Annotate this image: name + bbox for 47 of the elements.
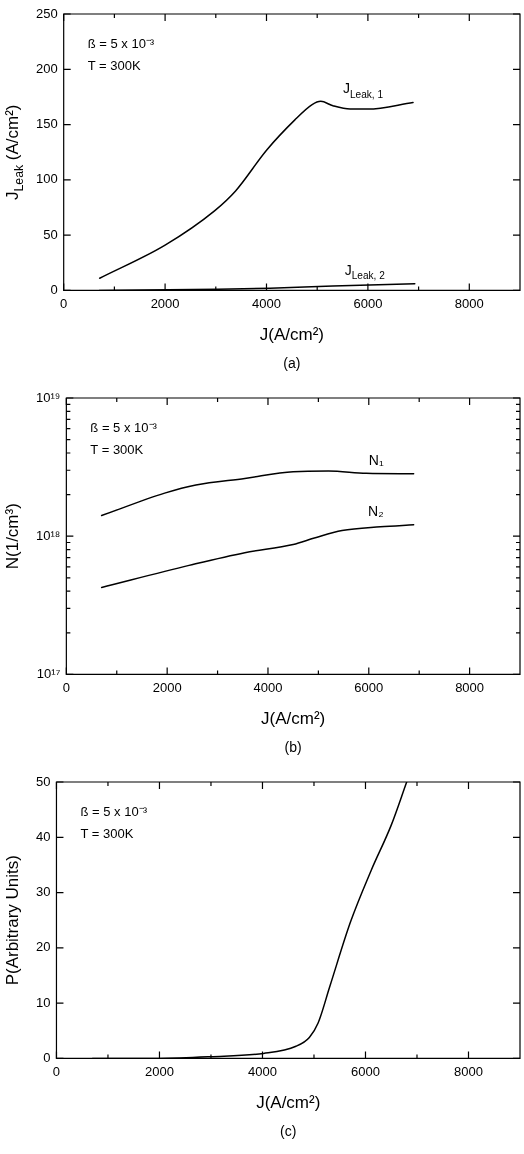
annotation: T = 300K <box>90 442 144 457</box>
y-axis-title: JLeak (A/cm²) <box>3 104 27 200</box>
y-tick-label: 0 <box>50 281 58 297</box>
x-tick-label: 8000 <box>454 295 484 311</box>
y-tick-label: 40 <box>35 828 51 844</box>
annotation: ß = 5 x 10⁻³ <box>80 804 148 819</box>
series-label: N₁ <box>368 451 384 468</box>
line-series <box>98 100 414 279</box>
x-tick-label: 6000 <box>354 679 384 695</box>
x-tick-label: 4000 <box>248 1063 277 1079</box>
y-tick-label: 100 <box>35 171 58 187</box>
y-tick-label: 250 <box>35 5 58 21</box>
x-tick-label: 4000 <box>253 679 283 695</box>
annotation: ß = 5 x 10⁻³ <box>87 36 155 51</box>
y-axis-title: P(Arbitrary Units) <box>3 855 22 986</box>
x-tick-label: 8000 <box>455 679 485 695</box>
x-axis-title: J(A/cm²) <box>261 709 326 729</box>
y-tick-label: 200 <box>35 60 58 76</box>
y-tick-label: 150 <box>35 116 58 132</box>
y-tick-label: 50 <box>43 226 58 242</box>
y-tick-label: 10¹⁷ <box>36 665 61 681</box>
x-tick-label: 2000 <box>145 1063 174 1079</box>
y-tick-label: 0 <box>43 1049 51 1065</box>
x-tick-label: 6000 <box>351 1063 380 1079</box>
annotation: T = 300K <box>87 58 141 73</box>
annotation: T = 300K <box>80 826 134 841</box>
line-series <box>100 470 415 517</box>
x-tick-label: 2000 <box>152 679 182 695</box>
y-tick-label: 10¹⁸ <box>36 527 61 543</box>
annotation: ß = 5 x 10⁻³ <box>90 420 158 435</box>
x-tick-label: 4000 <box>252 295 281 311</box>
x-tick-label: 6000 <box>353 295 383 311</box>
series-label: N₂ <box>368 502 384 519</box>
y-tick-label: 10¹⁹ <box>36 389 61 405</box>
x-axis-title: J(A/cm²) <box>256 1093 321 1113</box>
x-tick-label: 8000 <box>454 1063 483 1079</box>
y-tick-label: 10 <box>35 994 51 1010</box>
x-tick-label: 2000 <box>150 295 180 311</box>
y-tick-label: 20 <box>35 939 51 955</box>
text: (c) <box>280 1123 297 1140</box>
y-tick-label: 30 <box>35 884 51 900</box>
text: (b) <box>284 739 302 756</box>
y-axis-title: N(1/cm³) <box>3 503 22 570</box>
line-series <box>100 524 415 589</box>
y-tick-label: 50 <box>35 773 51 789</box>
text: (a) <box>283 355 301 372</box>
x-axis-title: J(A/cm²) <box>259 325 324 345</box>
